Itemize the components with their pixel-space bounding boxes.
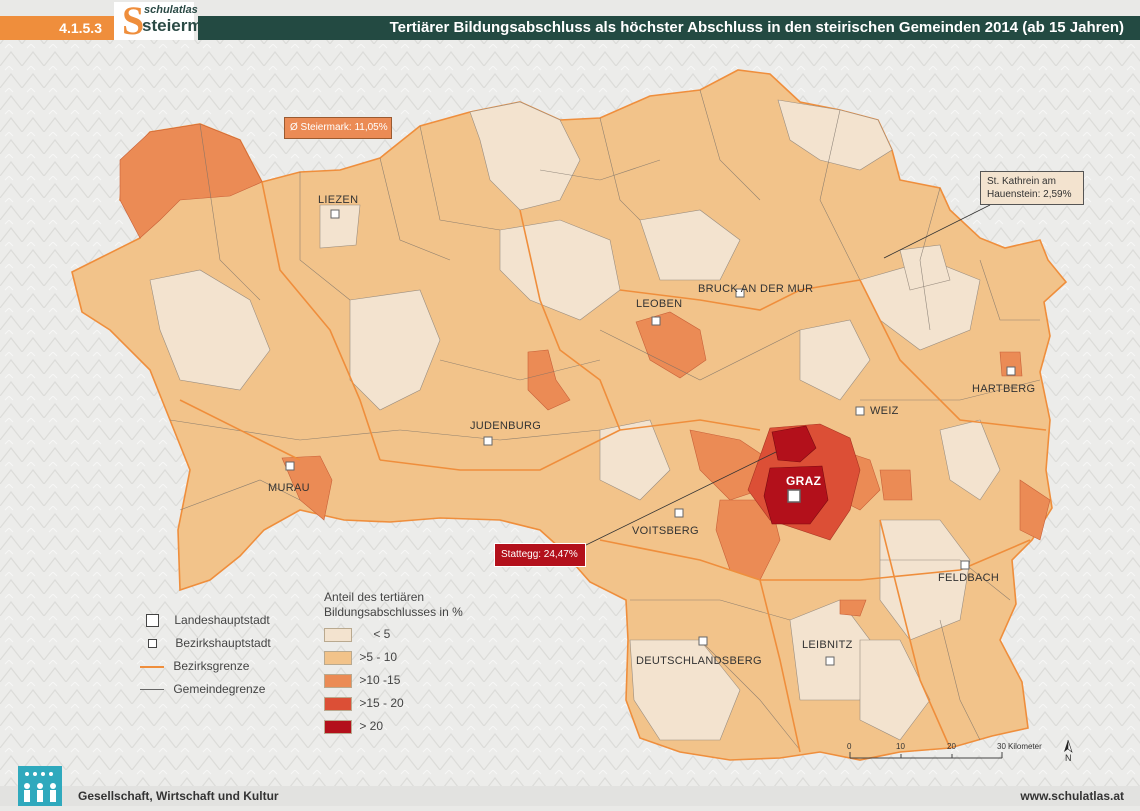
class-10-15-areas [119, 123, 1051, 617]
legend-title-line1: Anteil des tertiären [324, 590, 425, 604]
marker-leoben [651, 316, 661, 326]
legend-class-lt5: < 5 [324, 627, 390, 642]
orange-line-icon [140, 665, 164, 668]
min-callout-line2: Hauenstein: 2,59% [987, 189, 1072, 200]
header: 4.1.5.3 S schulatlas steiermark Tertiäre… [0, 0, 1140, 43]
city-label-murau: MURAU [268, 482, 310, 494]
legend-class-5-10: >5 - 10 [324, 650, 397, 665]
styria-map [0, 40, 1140, 786]
legend-swatch-5-10 [324, 650, 352, 665]
city-label-feldbach: FELDBACH [938, 572, 1000, 584]
marker-feldbach [960, 560, 970, 570]
marker-weiz [855, 406, 865, 416]
legend-swatch-15-20 [324, 696, 352, 711]
legend-row-landeshauptstadt: Landeshauptstadt [146, 613, 270, 628]
chapter-code: 4.1.5.3 [0, 16, 128, 40]
city-label-graz: GRAZ [786, 474, 822, 488]
district-borders [179, 181, 1047, 753]
callout-leaders [583, 204, 991, 547]
gray-line-icon [140, 689, 164, 691]
north-arrow-icon [1064, 739, 1073, 753]
legend-row-bezirksgrenze: Bezirksgrenze [140, 659, 249, 673]
marker-liezen [330, 209, 340, 219]
legend-swatch-gt20 [324, 719, 352, 734]
logo-letter: S [122, 0, 145, 43]
class-lt5-areas [149, 99, 1001, 741]
marker-murau [285, 461, 295, 471]
scale-unit: Kilometer [1008, 742, 1042, 751]
city-label-judenburg: JUDENBURG [470, 420, 542, 432]
schulatlas-logo[interactable]: S schulatlas steiermark [114, 0, 228, 43]
city-label-hartberg: HARTBERG [972, 383, 1036, 395]
city-label-leoben: LEOBEN [636, 298, 683, 310]
legend-swatch-10-15 [324, 673, 352, 688]
legend-class-gt20: > 20 [324, 719, 383, 734]
legend-class-10-15: >10 -15 [324, 673, 400, 688]
scale-tick-20: 20 [947, 742, 956, 751]
logo-top-text: schulatlas [144, 4, 198, 16]
city-label-leibnitz: LEIBNITZ [802, 639, 853, 651]
legend-row-gemeindegrenze: Gemeindegrenze [140, 682, 265, 696]
marker-deutschlandsberg [698, 636, 708, 646]
people-group-icon [18, 766, 62, 806]
square-small-icon [148, 639, 157, 649]
legend-swatch-lt5 [324, 627, 352, 642]
legend-class-15-20: >15 - 20 [324, 696, 404, 711]
min-callout-line1: St. Kathrein am [987, 176, 1056, 187]
city-label-deutschlandsberg: DEUTSCHLANDSBERG [636, 655, 762, 667]
footer-bar [0, 786, 1140, 806]
city-label-weiz: WEIZ [870, 405, 899, 417]
municipality-borders [169, 89, 1041, 751]
city-label-voitsberg: VOITSBERG [632, 525, 699, 537]
scale-tick-0: 0 [847, 742, 852, 751]
map-title: Tertiärer Bildungsabschluss als höchster… [198, 16, 1140, 40]
scale-tick-10: 10 [896, 742, 905, 751]
marker-leibnitz [825, 656, 835, 666]
city-label-bruck: BRUCK AN DER MUR [698, 283, 814, 295]
legend-title-line2: Bildungsabschlusses in % [324, 605, 463, 619]
scale-tick-30: 30 [997, 742, 1006, 751]
min-callout: St. Kathrein am Hauenstein: 2,59% [980, 171, 1084, 205]
city-label-liezen: LIEZEN [318, 194, 359, 206]
footer-section-title: Gesellschaft, Wirtschaft und Kultur [78, 789, 279, 803]
scale-bar [849, 752, 1003, 759]
average-callout: Ø Steiermark: 11,05% [284, 117, 392, 139]
north-label: N [1065, 753, 1072, 763]
marker-bruck [735, 288, 745, 298]
legend-row-bezirkshauptstadt: Bezirkshauptstadt [148, 636, 271, 650]
square-large-icon [146, 614, 159, 628]
max-callout: Stattegg: 24,47% [494, 543, 586, 567]
marker-judenburg [483, 436, 493, 446]
marker-hartberg [1006, 366, 1016, 376]
city-markers [285, 209, 1016, 666]
footer-website-link[interactable]: www.schulatlas.at [1020, 789, 1124, 803]
marker-voitsberg [674, 508, 684, 518]
marker-graz [787, 489, 801, 503]
